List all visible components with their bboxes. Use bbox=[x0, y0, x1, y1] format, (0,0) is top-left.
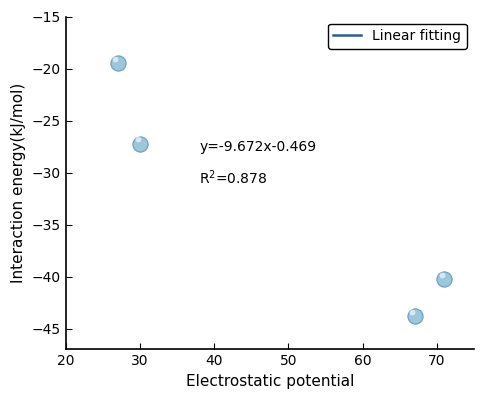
Point bbox=[439, 276, 447, 282]
Point bbox=[410, 313, 418, 319]
Point bbox=[114, 60, 121, 67]
Y-axis label: Interaction energy(kJ/mol): Interaction energy(kJ/mol) bbox=[11, 83, 26, 283]
Point bbox=[437, 271, 445, 278]
Point bbox=[134, 136, 141, 142]
X-axis label: Electrostatic potential: Electrostatic potential bbox=[185, 374, 353, 389]
Point bbox=[408, 309, 415, 315]
Legend: Linear fitting: Linear fitting bbox=[327, 24, 466, 49]
Text: R$^2$=0.878: R$^2$=0.878 bbox=[199, 168, 267, 187]
Point bbox=[111, 56, 119, 62]
Text: y=-9.672x-0.469: y=-9.672x-0.469 bbox=[199, 140, 316, 154]
Point bbox=[136, 140, 144, 147]
